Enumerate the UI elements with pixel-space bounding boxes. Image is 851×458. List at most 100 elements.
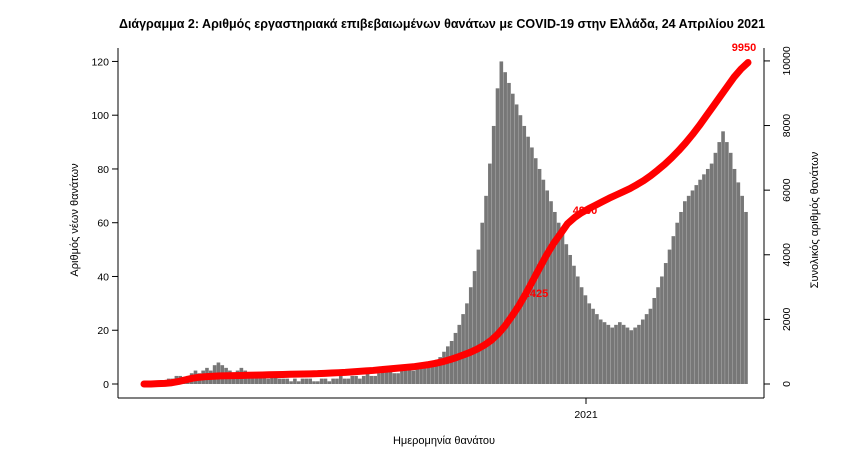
- daily-bar: [377, 373, 381, 384]
- right-y-tick-label: 0: [781, 381, 793, 387]
- daily-bar: [640, 319, 645, 384]
- daily-bar: [430, 365, 435, 384]
- daily-bar: [644, 314, 649, 384]
- daily-bar: [648, 308, 653, 384]
- x-axis-label: Ημερομηνία θανάτου: [393, 435, 495, 447]
- daily-bar: [484, 195, 488, 384]
- daily-bar: [587, 303, 592, 384]
- daily-bar: [618, 322, 622, 384]
- left-y-ticks: 0 20 40 60 80 100 120: [91, 56, 118, 391]
- daily-bar: [373, 375, 377, 384]
- daily-bar: [304, 378, 309, 384]
- daily-bar: [667, 249, 672, 384]
- right-y-ticks: 0 2000 4000 6000 8000 10000: [764, 46, 793, 387]
- left-y-tick-label: 100: [91, 110, 109, 122]
- left-y-tick-label: 80: [97, 164, 109, 176]
- daily-bar: [683, 201, 687, 384]
- daily-bar: [702, 174, 706, 384]
- cumulative-annotation: 4960: [573, 205, 597, 217]
- daily-bar: [675, 222, 679, 384]
- daily-bar: [579, 287, 584, 384]
- daily-bar: [621, 324, 626, 384]
- daily-bar: [358, 378, 362, 384]
- daily-bar: [553, 211, 557, 384]
- daily-bar: [526, 136, 530, 384]
- right-y-tick-label: 2000: [781, 308, 793, 332]
- right-y-tick-label: 10000: [781, 46, 793, 75]
- daily-bar: [530, 147, 534, 384]
- daily-bar: [503, 72, 507, 384]
- daily-bar: [686, 195, 691, 384]
- daily-bar: [633, 327, 637, 384]
- daily-bar: [560, 233, 565, 384]
- daily-bar: [369, 375, 374, 384]
- daily-bar: [575, 276, 580, 384]
- daily-bar: [610, 327, 614, 384]
- daily-bar: [541, 179, 546, 384]
- daily-bar: [468, 287, 473, 384]
- daily-bar: [419, 365, 423, 384]
- daily-bar: [396, 373, 400, 384]
- daily-bar: [461, 314, 465, 384]
- daily-bar: [346, 378, 351, 384]
- daily-bar: [319, 378, 324, 384]
- bars-layer: [155, 61, 748, 384]
- daily-bar: [465, 303, 469, 384]
- daily-bar: [495, 88, 500, 384]
- daily-bar: [407, 367, 412, 384]
- daily-bar: [491, 125, 496, 384]
- daily-bar: [438, 357, 442, 384]
- daily-bar: [480, 222, 485, 384]
- daily-bar: [388, 370, 393, 384]
- daily-bar: [342, 378, 347, 384]
- left-y-tick-label: 0: [103, 379, 109, 391]
- daily-bar: [354, 375, 358, 384]
- daily-bar: [281, 378, 286, 384]
- daily-bar: [361, 375, 366, 384]
- daily-bar: [583, 295, 588, 384]
- daily-bar: [472, 271, 477, 384]
- chart-title: Διάγραμμα 2: Αριθμός εργαστηριακά επιβεβ…: [119, 17, 765, 31]
- daily-bar: [499, 61, 504, 384]
- daily-bar: [415, 367, 420, 384]
- daily-bar: [327, 381, 332, 384]
- daily-bar: [549, 201, 553, 384]
- daily-bar: [411, 370, 416, 384]
- daily-bar: [403, 367, 408, 384]
- daily-bar: [614, 324, 618, 384]
- left-y-tick-label: 40: [97, 271, 109, 283]
- daily-bar: [518, 115, 523, 384]
- daily-bar: [266, 378, 270, 384]
- daily-bar: [488, 163, 492, 384]
- daily-bar: [270, 375, 274, 384]
- daily-bar: [273, 375, 278, 384]
- cumulative-line: [140, 59, 752, 388]
- daily-bar: [392, 373, 397, 384]
- daily-bar: [426, 362, 431, 384]
- y-axis-label-left: Αριθμός νέων θανάτων: [69, 163, 81, 277]
- daily-bar: [514, 104, 519, 384]
- daily-bar: [728, 152, 733, 384]
- daily-bar: [446, 346, 450, 384]
- annotations-layer: 2425 4960 9950: [524, 42, 756, 300]
- daily-bar: [285, 378, 290, 384]
- daily-bar: [522, 125, 527, 384]
- left-y-tick-label: 20: [97, 325, 109, 337]
- daily-bar: [663, 263, 668, 384]
- daily-bar: [732, 168, 737, 384]
- daily-bar: [476, 249, 481, 384]
- daily-bar: [568, 254, 572, 384]
- x-ticks: 2021: [574, 398, 598, 421]
- daily-bar: [316, 381, 320, 384]
- daily-bar: [300, 378, 305, 384]
- y-axis-label-right: Συνολικός αριθμός θανάτων: [809, 151, 821, 288]
- daily-bar: [705, 168, 710, 384]
- daily-bar: [637, 324, 641, 384]
- daily-bar: [423, 362, 427, 384]
- daily-bar: [744, 211, 748, 384]
- daily-bar: [740, 195, 744, 384]
- left-y-tick-label: 60: [97, 218, 109, 230]
- daily-bar: [510, 93, 515, 384]
- x-tick-label: 2021: [574, 409, 598, 421]
